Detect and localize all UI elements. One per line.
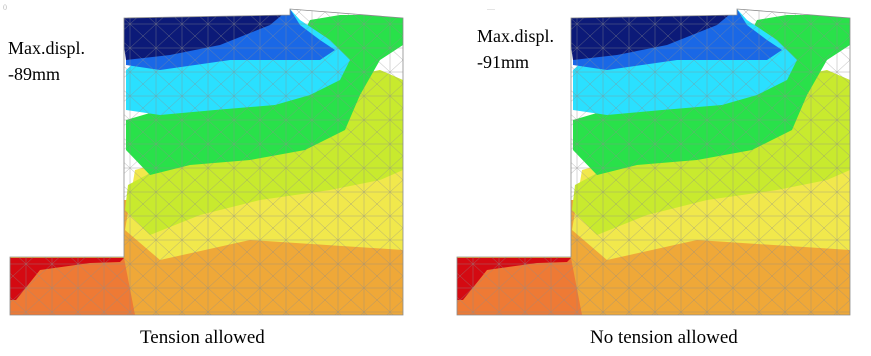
panel-caption: Tension allowed (140, 327, 265, 348)
corner-mark: .... (487, 3, 495, 12)
model-outline (9, 8, 404, 316)
contour-plot (9, 8, 404, 316)
max-displ-value: -89mm (8, 64, 60, 84)
panel-tension-allowed: Max.displ. -89mm 0 Tension allowed (0, 0, 420, 356)
max-displ-value: -91mm (477, 52, 529, 72)
corner-mark: 0 (3, 3, 7, 12)
max-displ-label: Max.displ. (477, 26, 555, 46)
model-outline (456, 8, 851, 316)
panel-no-tension-allowed: Max.displ. -91mm .... No tension allowed (447, 0, 867, 356)
contour-plot (456, 8, 851, 316)
max-displ-label: Max.displ. (8, 38, 86, 58)
panel-caption: No tension allowed (590, 327, 738, 348)
